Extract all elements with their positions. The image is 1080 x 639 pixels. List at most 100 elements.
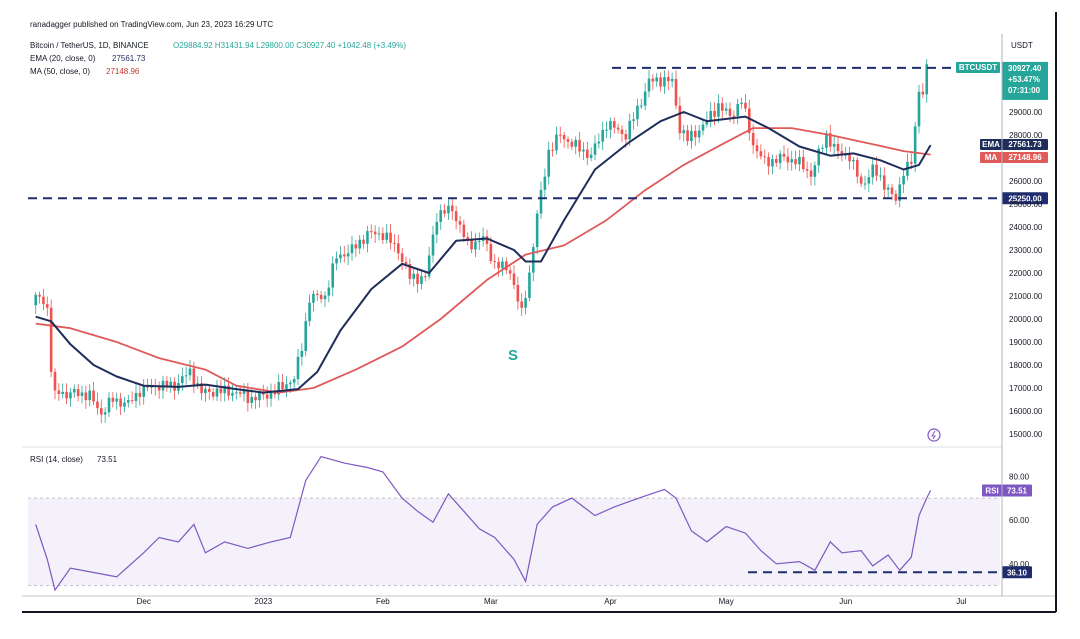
price-tick-label: 18000.00 bbox=[1009, 361, 1043, 370]
candle-body bbox=[589, 154, 593, 158]
rsi-support-tag[interactable]: 36.10 bbox=[1002, 566, 1032, 579]
price-tick-label: 16000.00 bbox=[1009, 407, 1043, 416]
candle-body bbox=[346, 253, 350, 257]
rsi-tag-bg bbox=[982, 484, 1002, 497]
candle-body bbox=[350, 244, 354, 254]
support-value-tag[interactable]: 25250.00 bbox=[1002, 192, 1048, 205]
currency-label: USDT bbox=[1011, 41, 1033, 50]
rsi-legend-value: 73.51 bbox=[97, 455, 118, 464]
candle-body bbox=[651, 78, 655, 82]
candle-body bbox=[902, 175, 905, 185]
last-price-value: 30927.40 bbox=[1008, 64, 1042, 73]
candle-body bbox=[123, 402, 126, 407]
rsi-value-tag[interactable]: 73.51 bbox=[1002, 484, 1032, 497]
candle-body bbox=[867, 177, 871, 184]
candle-body bbox=[809, 170, 813, 177]
candle-body bbox=[431, 234, 435, 256]
time-tick-label: 2023 bbox=[254, 597, 272, 606]
candle-body bbox=[315, 293, 319, 295]
candle-body bbox=[188, 368, 192, 376]
ma50-line bbox=[35, 127, 931, 394]
candle-body bbox=[678, 105, 682, 134]
candle-body bbox=[312, 293, 315, 303]
candle-body bbox=[227, 385, 230, 396]
candle-body bbox=[454, 211, 458, 222]
candle-body bbox=[663, 77, 666, 87]
candle-body bbox=[740, 102, 743, 105]
candle-body bbox=[504, 261, 508, 271]
candle-body bbox=[103, 412, 107, 415]
candle-body bbox=[130, 400, 134, 402]
candle-body bbox=[697, 130, 701, 138]
candle-body bbox=[863, 183, 867, 185]
ema-value-tag[interactable]: 27561.73 bbox=[1002, 139, 1048, 150]
candle-body bbox=[200, 383, 203, 394]
ema-tag-bg bbox=[980, 139, 1002, 150]
candle-body bbox=[790, 159, 794, 163]
candle-body bbox=[778, 153, 782, 163]
candle-body bbox=[273, 391, 277, 395]
candle-body bbox=[855, 159, 859, 177]
candle-body bbox=[585, 149, 589, 158]
rsi-value-tag-bg bbox=[1002, 484, 1032, 497]
candle-body bbox=[53, 371, 57, 391]
candle-body bbox=[717, 103, 720, 117]
ma-tag-bg bbox=[980, 152, 1002, 163]
candle-body bbox=[331, 263, 335, 288]
rsi-tag[interactable]: RSI bbox=[982, 484, 1002, 497]
candle-body bbox=[119, 398, 122, 407]
candle-body bbox=[466, 237, 470, 240]
price-tick-label: 19000.00 bbox=[1009, 338, 1043, 347]
candle-body bbox=[420, 276, 423, 285]
candle-body bbox=[744, 102, 747, 109]
symbol-line: Bitcoin / TetherUS, 1D, BINANCE bbox=[30, 41, 149, 50]
candle-body bbox=[107, 397, 111, 413]
symbol-tag-bg bbox=[956, 62, 1000, 73]
candle-body bbox=[705, 120, 709, 125]
price-tick-label: 26000.00 bbox=[1009, 177, 1043, 186]
price-tick-label: 17000.00 bbox=[1009, 384, 1043, 393]
lightning-alert-icon[interactable] bbox=[927, 428, 941, 442]
candle-body bbox=[813, 165, 817, 177]
candle-body bbox=[184, 375, 188, 377]
ma-value-tag[interactable]: 27148.96 bbox=[1002, 152, 1048, 163]
symbol-tag[interactable]: BTCUSDT bbox=[956, 62, 1000, 73]
candle-body bbox=[180, 376, 184, 384]
ema-tag-text: EMA bbox=[982, 140, 1000, 149]
candle-body bbox=[840, 151, 844, 156]
candle-body bbox=[852, 159, 855, 162]
candle-body bbox=[871, 164, 875, 178]
candle-body bbox=[882, 175, 886, 190]
rsi-band bbox=[28, 498, 1000, 586]
candle-body bbox=[894, 193, 898, 201]
support-value-tag-bg bbox=[1002, 192, 1048, 205]
candle-body bbox=[61, 391, 65, 395]
ma-value-tag-text: 27148.96 bbox=[1008, 153, 1042, 162]
candle-body bbox=[80, 392, 84, 397]
candle-body bbox=[747, 108, 751, 133]
candle-body bbox=[485, 236, 489, 244]
symbol-tag-text: BTCUSDT bbox=[959, 63, 997, 72]
price-tick-label: 29000.00 bbox=[1009, 108, 1043, 117]
ema-tag[interactable]: EMA bbox=[980, 139, 1002, 150]
candle-body bbox=[497, 261, 500, 269]
candle-body bbox=[242, 390, 246, 394]
candle-body bbox=[551, 149, 554, 151]
candle-body bbox=[292, 379, 296, 383]
ma-tag[interactable]: MA bbox=[980, 152, 1002, 163]
candle-body bbox=[566, 139, 570, 142]
candle-body bbox=[362, 239, 365, 244]
candle-body bbox=[555, 134, 558, 151]
candle-body bbox=[520, 301, 524, 308]
candle-body bbox=[111, 397, 115, 402]
candle-body bbox=[755, 145, 759, 152]
candle-body bbox=[215, 388, 219, 397]
candle-body bbox=[288, 382, 292, 385]
ma-value-tag-bg bbox=[1002, 152, 1048, 163]
candle-body bbox=[92, 390, 95, 402]
candle-body bbox=[597, 141, 601, 144]
candle-body bbox=[435, 221, 439, 235]
candle-body bbox=[157, 386, 161, 391]
candle-body bbox=[416, 273, 419, 285]
